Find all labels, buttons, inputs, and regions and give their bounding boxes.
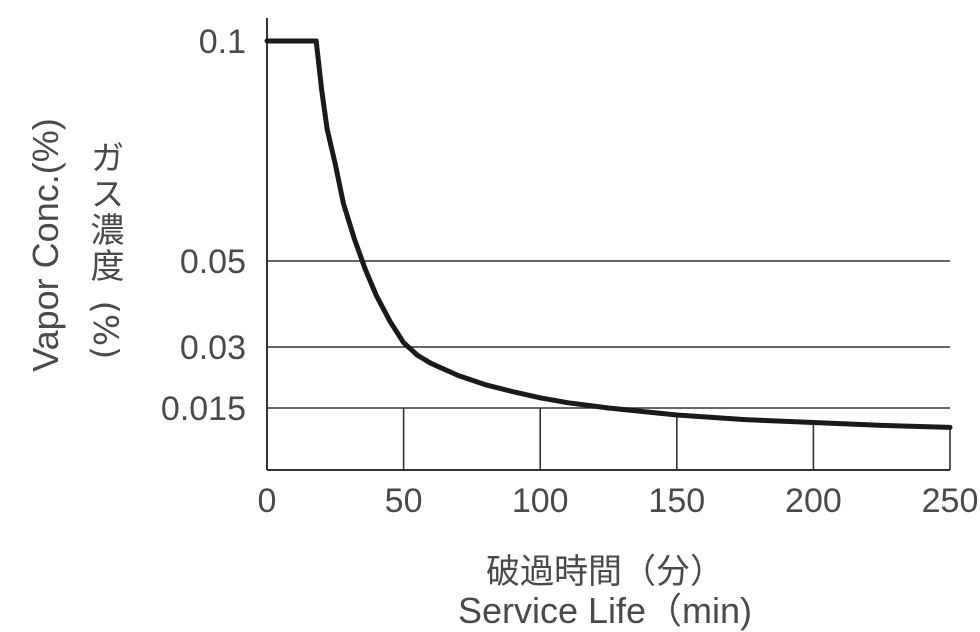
- y-tick-labels: 0.1 0.05 0.03 0.015: [161, 23, 246, 428]
- grid-lines: [267, 260, 951, 470]
- x-tick-label: 200: [785, 482, 842, 520]
- y-axis-title-en: Vapor Conc.(%): [25, 118, 66, 371]
- series-line: [264, 38, 953, 430]
- x-tick-labels: 0 50 100 150 200 250: [258, 482, 979, 520]
- y-tick-label: 0.05: [180, 243, 246, 281]
- y-tick-label: 0.03: [180, 329, 246, 367]
- x-tick-label: 50: [385, 482, 423, 520]
- x-tick-label: 0: [258, 482, 277, 520]
- y-axis-title-unit: (%): [85, 301, 125, 360]
- x-axis-title-ja: 破過時間（分）: [486, 552, 724, 592]
- x-tick-label: 150: [648, 482, 705, 520]
- y-tick-label: 0.015: [161, 390, 246, 428]
- y-tick-label: 0.1: [199, 23, 246, 61]
- y-axis-title-ja: ガス濃度: [84, 140, 124, 284]
- x-axis-title-en: Service Life（min): [458, 590, 752, 631]
- x-tick-label: 250: [922, 482, 979, 520]
- x-tick-label: 100: [512, 482, 569, 520]
